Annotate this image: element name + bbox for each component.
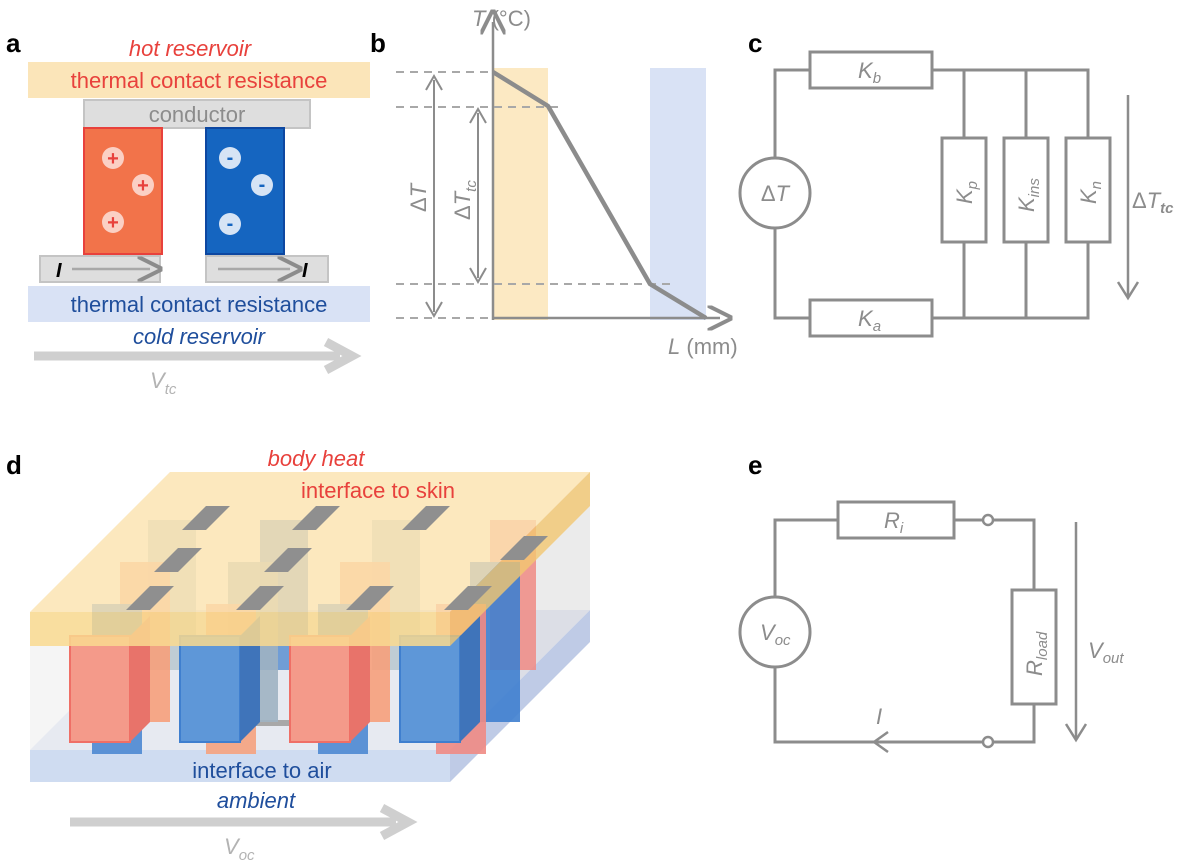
leg-top-interconnects (126, 506, 548, 610)
tcr-top-label: thermal contact resistance (71, 68, 328, 93)
skin-interface-label: interface to skin (301, 478, 455, 503)
resistor-ri (836, 500, 956, 540)
voltage-tc-label: Vtc (150, 368, 177, 398)
body-heat-label: body heat (268, 446, 366, 471)
kn-label: Kn (1076, 181, 1105, 204)
voltage-arrow-head (323, 338, 362, 374)
minus-charges: - - - (219, 147, 273, 235)
panel-a: a hot reservoir thermal contact resistan… (6, 28, 370, 398)
voc-source-label: Voc (760, 620, 791, 649)
tcr-top-band (28, 62, 370, 98)
n-type-leg (205, 127, 285, 255)
voltage-oc-arrow-head (379, 804, 418, 840)
delta-t-arrowheads (425, 73, 443, 319)
ambient-label: ambient (217, 788, 296, 813)
air-interface-front (30, 750, 450, 782)
skin-interface-top (30, 472, 590, 612)
vout-label: Vout (1088, 638, 1124, 667)
delta-t-tc-output-label: ΔTtc (1132, 188, 1174, 217)
source-label: ΔT (761, 181, 791, 206)
resistor-rload (1010, 588, 1058, 706)
cold-reservoir-label: cold reservoir (133, 324, 267, 349)
voltage-oc-label: Voc (224, 834, 255, 860)
minus-charge: - (227, 147, 234, 169)
delta-t-source (738, 156, 812, 230)
conductor-bar (83, 99, 311, 129)
minus-charge: - (259, 174, 266, 196)
temperature-profile (491, 70, 708, 320)
terminal-top (981, 513, 995, 527)
current-label-left: I (56, 260, 62, 282)
terminal-bottom (981, 735, 995, 749)
rload-label: Rload (1022, 631, 1051, 676)
delta-t-tc-arrowheads (469, 106, 487, 285)
plus-charge: + (107, 212, 119, 234)
panel-letter-b: b (370, 28, 386, 58)
hot-reservoir-label: hot reservoir (129, 36, 253, 61)
minus-charge: - (227, 213, 234, 235)
resistor-kn (1064, 136, 1112, 244)
ka-label: Ka (858, 306, 881, 335)
conductor-label: conductor (149, 102, 246, 127)
delta-t-label: ΔT (406, 182, 431, 212)
cold-contact-zone (650, 68, 706, 320)
tcr-bottom-band (28, 286, 370, 322)
y-axis-label: T (°C) (472, 6, 531, 31)
hot-contact-zone (493, 68, 548, 320)
resistor-kp (940, 136, 988, 244)
vout-arrowhead (1064, 723, 1088, 743)
panel-letter-e: e (748, 450, 762, 480)
voc-source (738, 595, 812, 669)
circuit-e-wire (773, 518, 1036, 744)
delta-t-tc-arrowhead (1116, 281, 1140, 301)
current-direction-arrow (871, 730, 889, 754)
current-label-right: I (302, 260, 308, 282)
resistor-kins (1002, 136, 1050, 244)
panel-e: e Voc Ri Rload Vout I (738, 450, 1124, 754)
panel-letter-a: a (6, 28, 21, 58)
plus-charge: + (107, 148, 119, 170)
tcr-bottom-label: thermal contact resistance (71, 292, 328, 317)
kb-label: Kb (858, 58, 881, 87)
resistor-kb (808, 50, 934, 90)
delta-t-tc-label: ΔTtc (450, 180, 480, 220)
air-interface-label: interface to air (192, 758, 331, 783)
plus-charges: + + + (102, 147, 154, 234)
panel-letter-d: d (6, 450, 22, 480)
plus-charge: + (137, 175, 149, 197)
ri-label: Ri (884, 508, 904, 537)
circuit-c-wire (773, 68, 1090, 320)
resistor-ka (808, 298, 934, 338)
panel-letter-c: c (748, 28, 762, 58)
x-axis-label: L (mm) (668, 334, 738, 359)
kp-label: Kp (952, 181, 981, 204)
panel-d: d (6, 446, 590, 860)
panel-b: b T (°C) L (mm) ΔT ΔTtc (370, 6, 738, 359)
current-e-label: I (876, 704, 882, 729)
skin-interface-front (30, 612, 450, 646)
thermoelectric-legs-front (69, 616, 480, 743)
panel-c: c ΔT Kb Ka Kp Kins Kn ΔTtc (738, 28, 1174, 338)
kins-label: Kins (1014, 178, 1043, 212)
